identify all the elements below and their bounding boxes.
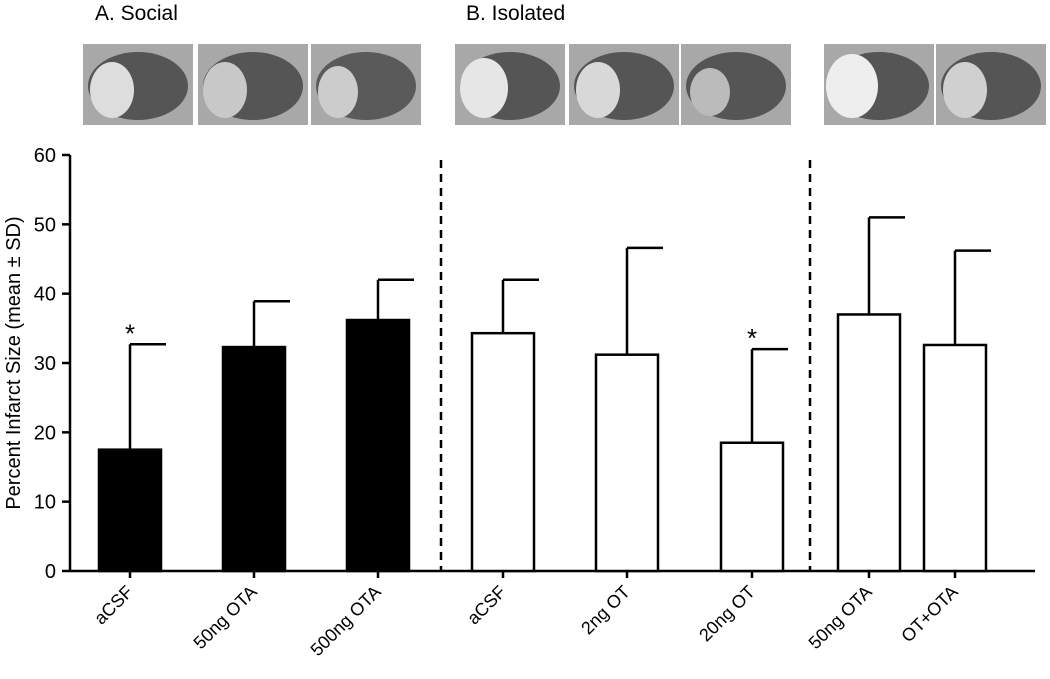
bar [345, 318, 411, 573]
y-tick-label: 30 [34, 353, 56, 375]
y-tick-label: 20 [34, 422, 56, 444]
x-tick-label: aCSF [463, 582, 510, 629]
brain-images [83, 44, 1046, 125]
x-tick-label: 50ng OTA [805, 582, 876, 653]
y-tick-label: 60 [34, 145, 56, 167]
x-tick-label: OT+OTA [897, 582, 961, 646]
bar [836, 313, 902, 573]
brain-image [83, 44, 193, 125]
y-tick-label: 10 [34, 492, 56, 514]
bar [221, 345, 287, 573]
bar [97, 448, 163, 573]
bar [594, 353, 660, 573]
group-label: B. Isolated [466, 2, 565, 25]
brain-image [569, 44, 679, 125]
x-tick-label: 20ng OT [695, 582, 759, 646]
bar [922, 343, 988, 573]
x-tick-label: 500ng OTA [307, 582, 385, 660]
y-tick-label: 50 [34, 214, 56, 236]
group-label: A. Social [95, 2, 178, 25]
brain-image [681, 44, 791, 125]
bar [719, 441, 785, 573]
brain-image [198, 44, 308, 125]
significance-marker: * [125, 318, 135, 348]
y-axis-label: Percent Infarct Size (mean ± SD) [3, 216, 25, 509]
significance-marker: * [747, 323, 757, 353]
x-tick-label: aCSF [90, 582, 137, 629]
x-tick-label: 50ng OTA [190, 582, 261, 653]
brain-image [936, 44, 1046, 125]
y-tick-label: 0 [45, 561, 56, 583]
bar [470, 331, 536, 573]
y-tick-label: 40 [34, 284, 56, 306]
brain-image [455, 44, 565, 125]
x-tick-label: 2ng OT [577, 582, 634, 639]
brain-image [311, 44, 421, 125]
brain-image [824, 44, 934, 125]
